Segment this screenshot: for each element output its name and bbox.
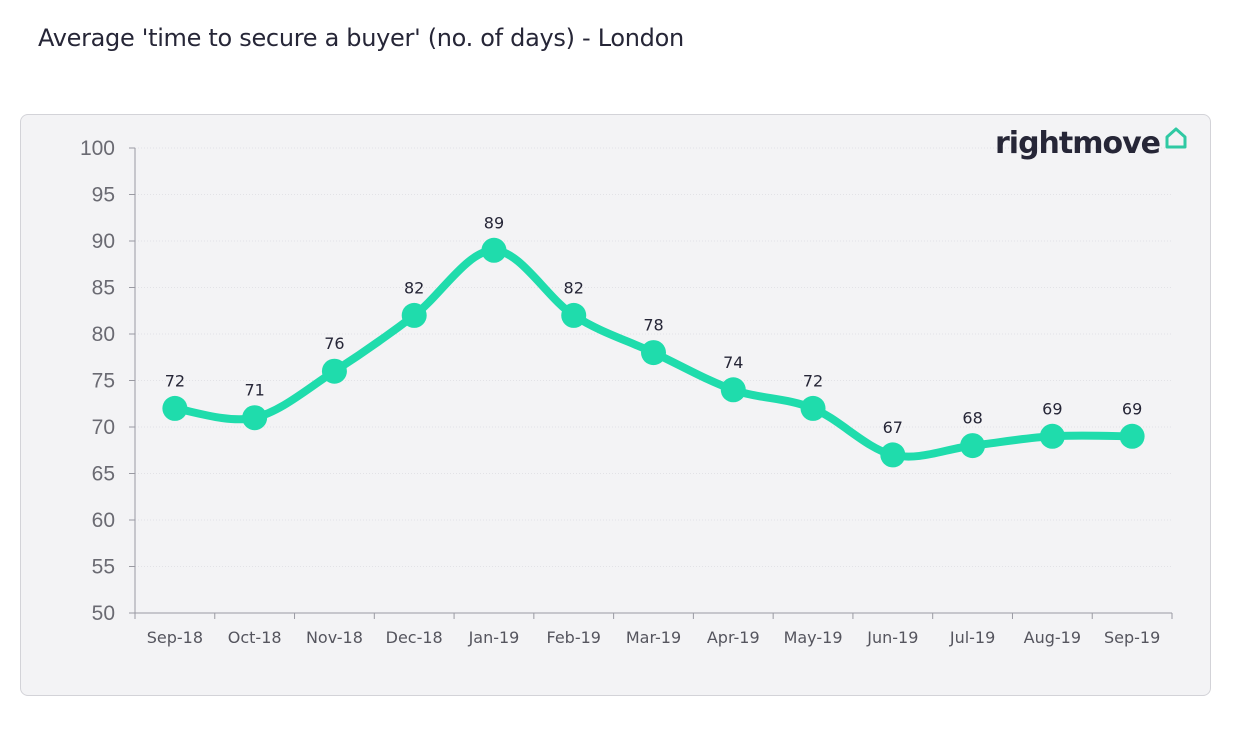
y-tick-label: 50 [92, 602, 115, 625]
data-label: 67 [883, 418, 903, 437]
y-tick-label: 60 [92, 509, 115, 532]
data-label: 74 [723, 353, 743, 372]
x-tick-label: Jan-19 [468, 628, 520, 647]
data-label: 68 [962, 409, 982, 428]
x-tick-label: Sep-18 [147, 628, 203, 647]
data-label: 89 [484, 213, 504, 232]
logo-text: rightmove [995, 126, 1161, 161]
data-point [1119, 423, 1145, 449]
y-tick-label: 85 [92, 277, 115, 300]
data-point [481, 237, 507, 263]
data-label: 72 [803, 371, 823, 390]
data-point [561, 302, 587, 328]
x-tick-label: Feb-19 [546, 628, 600, 647]
data-label: 78 [643, 316, 663, 335]
x-tick-label: Mar-19 [626, 628, 681, 647]
x-tick-label: Apr-19 [707, 628, 760, 647]
x-tick-label: Nov-18 [306, 628, 363, 647]
chart-card [20, 114, 1211, 696]
data-label: 71 [244, 381, 264, 400]
x-tick-label: Jul-19 [949, 628, 995, 647]
x-axis-ticks: Sep-18 Oct-18 Nov-18 Dec-18 Jan-19 Feb-19 Mar-… [147, 628, 1161, 647]
data-label: 72 [165, 371, 185, 390]
y-axis-ticks: 50 55 60 65 70 75 80 85 90 95 100 [80, 137, 115, 625]
y-tick-label: 75 [92, 370, 115, 393]
data-label: 82 [404, 278, 424, 297]
data-point [720, 377, 746, 403]
house-icon [1163, 125, 1189, 155]
axes [129, 147, 1173, 619]
data-label: 76 [324, 334, 344, 353]
y-tick-label: 70 [92, 416, 115, 439]
data-label: 82 [564, 278, 584, 297]
data-point [641, 340, 666, 366]
x-tick-label: May-19 [784, 628, 843, 647]
data-label: 69 [1042, 399, 1062, 418]
data-point [960, 433, 986, 459]
data-point [162, 395, 188, 421]
grid-lines [135, 147, 1172, 567]
x-tick-label: Aug-19 [1024, 628, 1081, 647]
data-point [880, 442, 906, 468]
y-tick-label: 55 [92, 556, 115, 579]
data-point [321, 358, 347, 384]
y-tick-label: 90 [92, 230, 115, 253]
data-point [401, 302, 427, 328]
data-point [242, 405, 268, 431]
page-title: Average 'time to secure a buyer' (no. of… [38, 24, 684, 52]
x-tick-label: Oct-18 [228, 628, 282, 647]
data-point [800, 395, 826, 421]
data-label: 69 [1122, 399, 1142, 418]
x-tick-label: Jun-19 [866, 628, 918, 647]
y-tick-label: 100 [80, 137, 115, 160]
y-tick-label: 65 [92, 463, 115, 486]
y-tick-label: 80 [92, 323, 115, 346]
data-point [1039, 423, 1065, 449]
x-tick-label: Sep-19 [1104, 628, 1160, 647]
x-tick-label: Dec-18 [386, 628, 443, 647]
data-points [162, 237, 1145, 468]
y-tick-label: 95 [92, 184, 115, 207]
data-labels: 72 71 76 82 89 82 78 74 72 67 68 69 69 [165, 213, 1143, 437]
rightmove-logo: rightmove [995, 124, 1189, 164]
